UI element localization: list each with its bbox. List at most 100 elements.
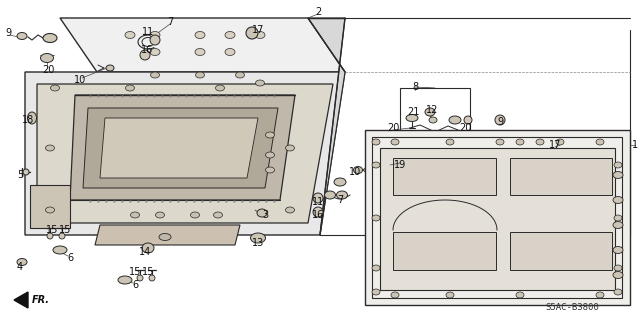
Ellipse shape (614, 289, 622, 295)
Ellipse shape (449, 116, 461, 124)
Ellipse shape (53, 246, 67, 254)
Ellipse shape (516, 292, 524, 298)
Ellipse shape (614, 215, 622, 221)
Circle shape (495, 115, 505, 125)
Ellipse shape (446, 292, 454, 298)
Text: 9: 9 (5, 28, 11, 38)
Polygon shape (393, 232, 496, 270)
Polygon shape (365, 130, 630, 305)
Circle shape (137, 275, 143, 281)
Ellipse shape (257, 209, 267, 217)
Text: 16: 16 (312, 210, 324, 220)
Text: 17: 17 (252, 25, 264, 35)
Polygon shape (25, 72, 345, 235)
Text: 6: 6 (132, 280, 138, 290)
Circle shape (150, 35, 160, 45)
Circle shape (464, 116, 472, 124)
Text: 18: 18 (22, 115, 34, 125)
Ellipse shape (40, 54, 54, 63)
Ellipse shape (45, 207, 54, 213)
Ellipse shape (285, 207, 294, 213)
Text: 5: 5 (17, 170, 23, 180)
Text: 19: 19 (394, 160, 406, 170)
Ellipse shape (556, 139, 564, 145)
Ellipse shape (613, 221, 623, 228)
Polygon shape (308, 18, 345, 235)
Text: 11: 11 (312, 197, 324, 207)
Ellipse shape (150, 48, 160, 56)
Ellipse shape (372, 289, 380, 295)
Ellipse shape (337, 191, 348, 199)
Text: 20: 20 (459, 123, 471, 133)
Text: 15: 15 (59, 225, 71, 235)
Text: 15: 15 (142, 267, 154, 277)
Ellipse shape (536, 139, 544, 145)
Circle shape (246, 27, 258, 39)
Ellipse shape (106, 65, 114, 71)
Ellipse shape (150, 72, 159, 78)
Ellipse shape (372, 162, 380, 168)
Ellipse shape (191, 212, 200, 218)
Ellipse shape (266, 167, 275, 173)
Text: 6: 6 (67, 253, 73, 263)
Text: 9: 9 (497, 117, 503, 127)
Ellipse shape (214, 212, 223, 218)
Ellipse shape (28, 112, 36, 124)
Ellipse shape (614, 162, 622, 168)
Text: 15: 15 (46, 225, 58, 235)
Ellipse shape (225, 32, 235, 39)
Ellipse shape (17, 33, 27, 40)
Circle shape (149, 275, 155, 281)
Ellipse shape (195, 72, 205, 78)
Polygon shape (95, 225, 240, 245)
Ellipse shape (334, 178, 346, 186)
Ellipse shape (43, 33, 57, 42)
Text: 20: 20 (387, 123, 399, 133)
Text: 10: 10 (74, 75, 86, 85)
Text: 10: 10 (349, 167, 361, 177)
Polygon shape (37, 84, 333, 223)
Text: 7: 7 (337, 195, 343, 205)
Ellipse shape (125, 85, 134, 91)
Text: 3: 3 (262, 210, 268, 220)
Ellipse shape (496, 139, 504, 145)
Ellipse shape (255, 80, 264, 86)
Ellipse shape (266, 132, 275, 138)
Ellipse shape (195, 32, 205, 39)
Ellipse shape (613, 197, 623, 204)
Ellipse shape (614, 265, 622, 271)
Ellipse shape (17, 258, 27, 265)
Polygon shape (30, 185, 70, 228)
Ellipse shape (150, 32, 160, 39)
Ellipse shape (391, 139, 399, 145)
Ellipse shape (255, 32, 265, 39)
Text: 16: 16 (141, 45, 153, 55)
Polygon shape (393, 158, 496, 195)
Text: 14: 14 (139, 247, 151, 257)
Circle shape (59, 233, 65, 239)
Circle shape (313, 207, 323, 217)
Ellipse shape (51, 85, 60, 91)
Polygon shape (510, 232, 612, 270)
Ellipse shape (225, 48, 235, 56)
Ellipse shape (613, 172, 623, 179)
Ellipse shape (285, 145, 294, 151)
Ellipse shape (324, 191, 335, 199)
Ellipse shape (596, 139, 604, 145)
Text: 17: 17 (549, 140, 561, 150)
Ellipse shape (195, 48, 205, 56)
Circle shape (47, 233, 53, 239)
Ellipse shape (446, 139, 454, 145)
Polygon shape (380, 148, 615, 290)
Polygon shape (14, 292, 28, 308)
Text: 12: 12 (426, 105, 438, 115)
Ellipse shape (372, 265, 380, 271)
Circle shape (23, 169, 29, 175)
Text: 7: 7 (167, 17, 173, 27)
Text: 1: 1 (632, 140, 638, 150)
Circle shape (140, 50, 150, 60)
Polygon shape (100, 118, 258, 178)
Text: 4: 4 (17, 262, 23, 272)
Polygon shape (60, 18, 345, 72)
Ellipse shape (236, 72, 244, 78)
